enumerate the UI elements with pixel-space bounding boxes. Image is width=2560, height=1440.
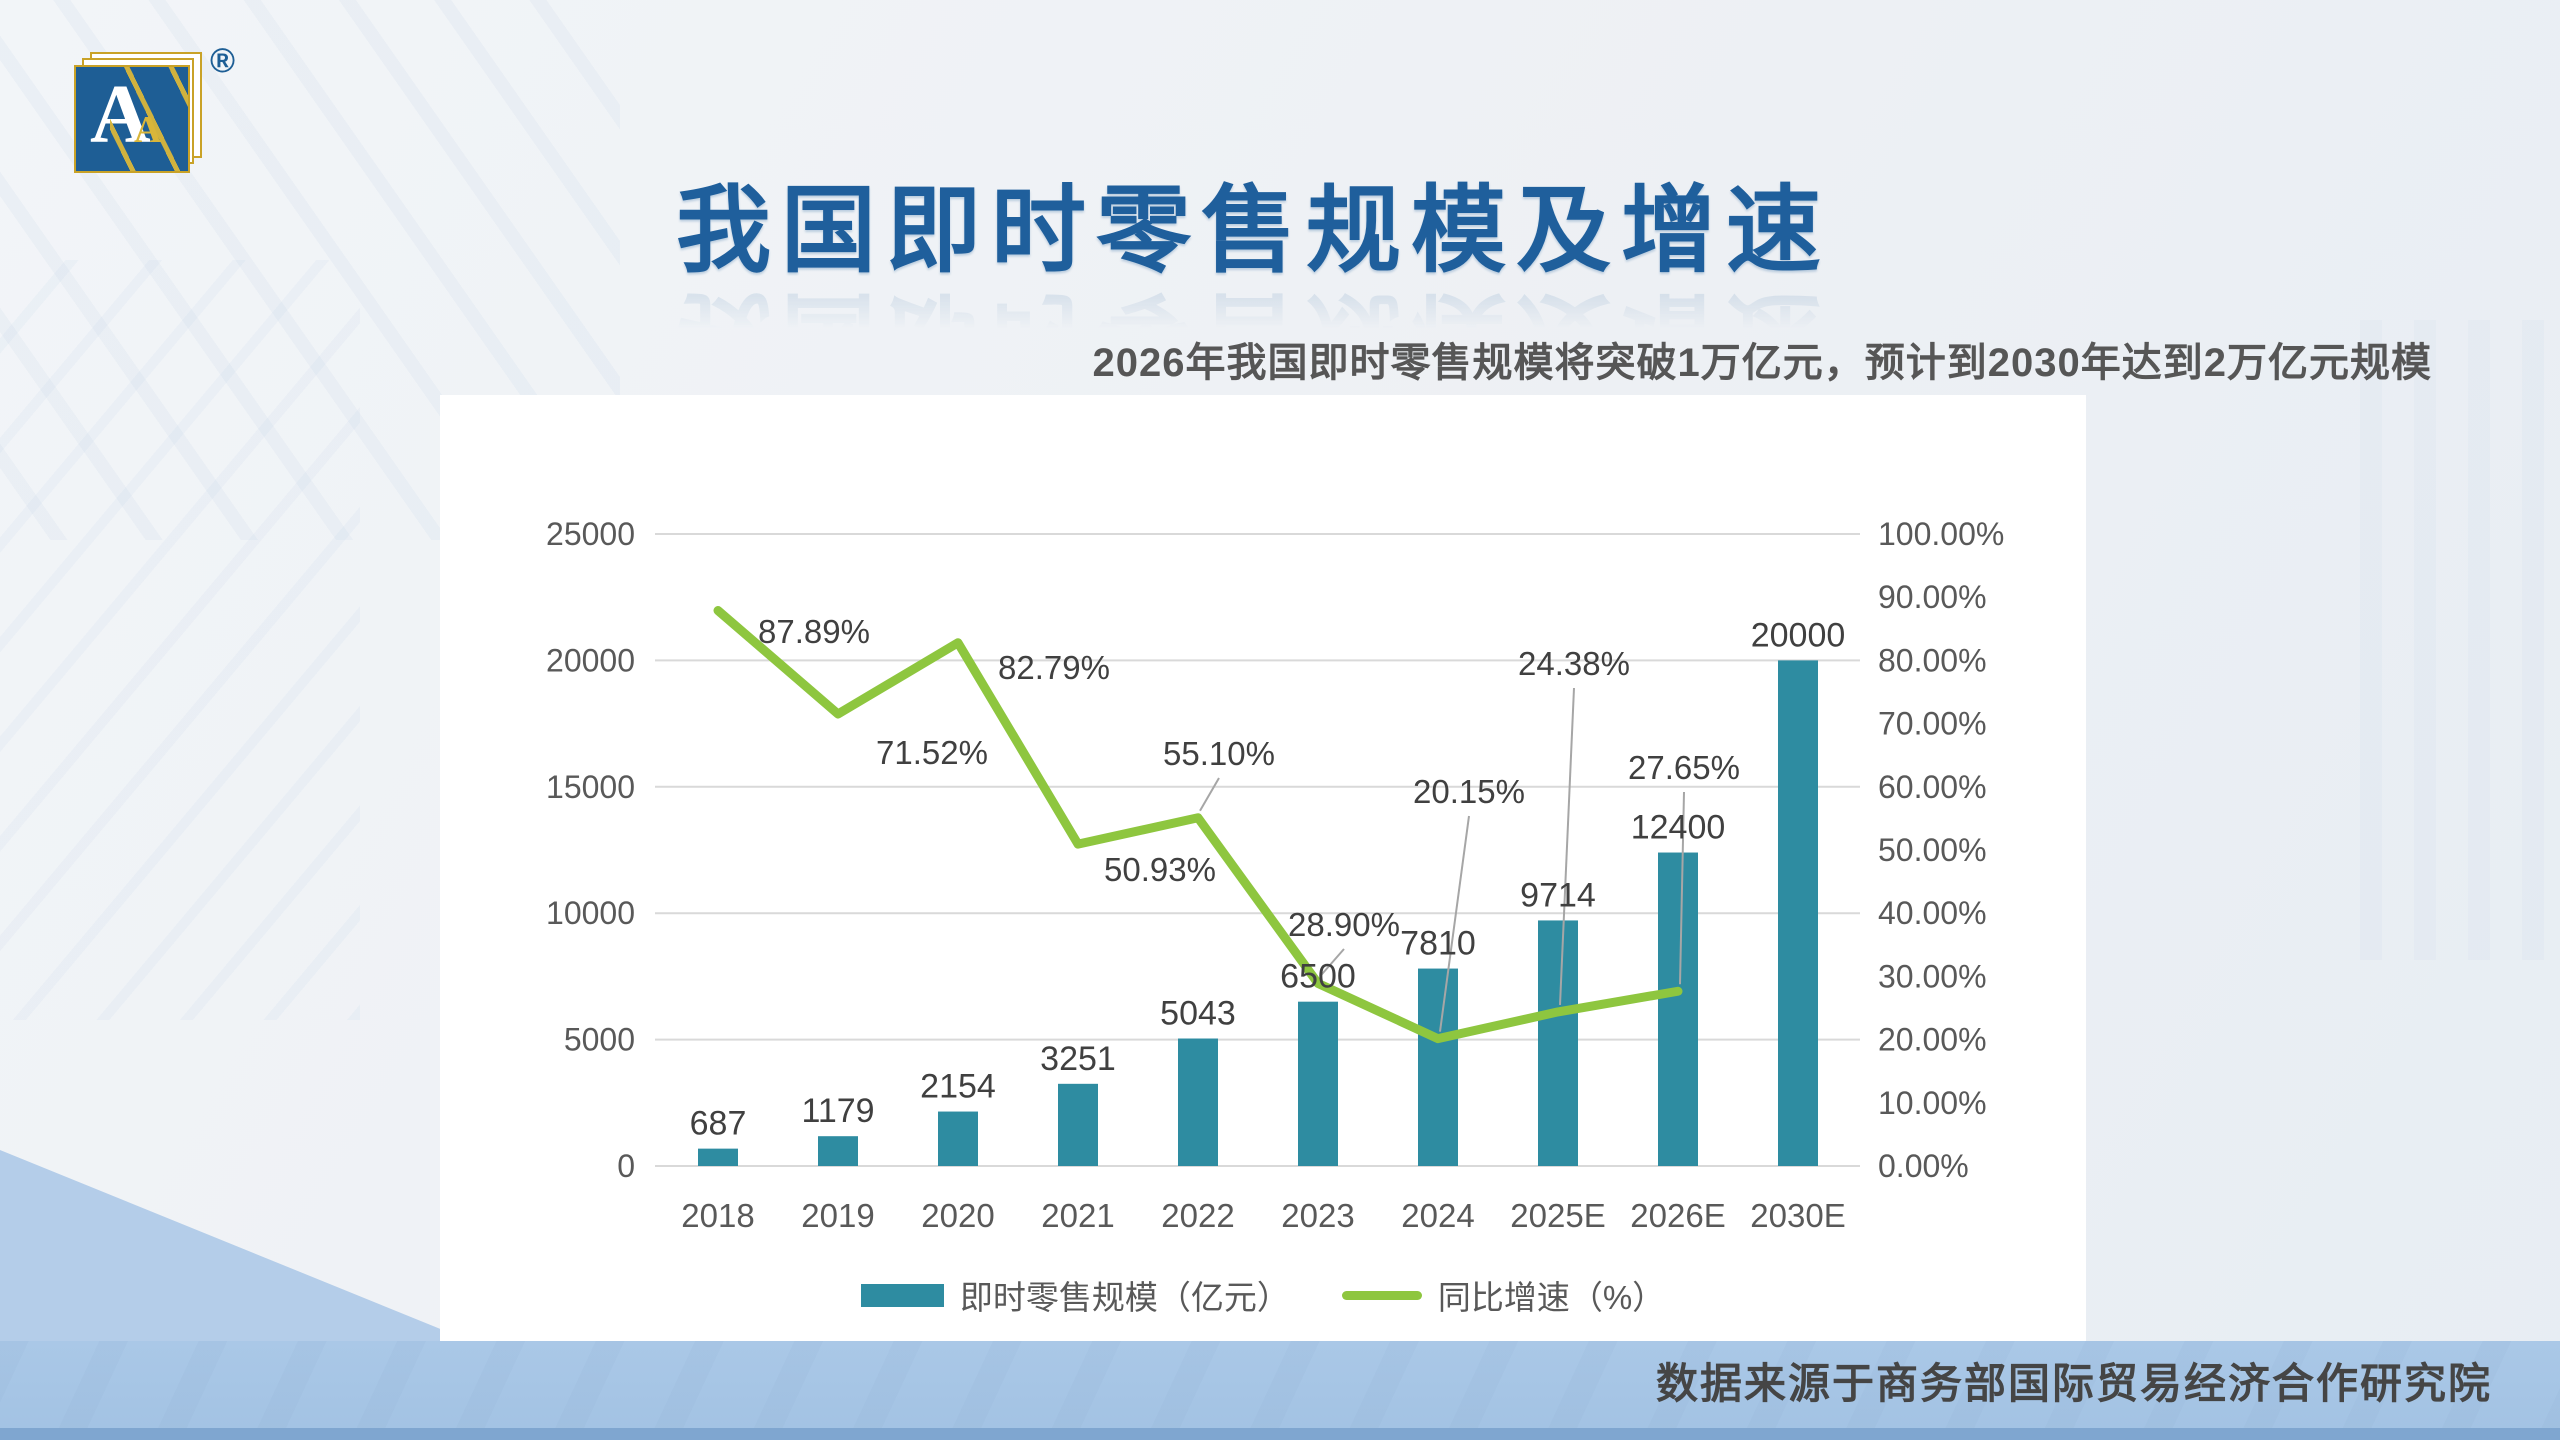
x-axis-label: 2018 — [681, 1197, 754, 1234]
bar-2026E — [1658, 852, 1698, 1166]
bar-2022 — [1178, 1038, 1218, 1166]
bar-data-label: 2154 — [920, 1068, 996, 1106]
label-leader-line — [1439, 815, 1470, 1032]
chart-panel: 0 5000 10000 15000 20000 25000 0.00% 10.00% 20.0… — [440, 395, 2086, 1341]
x-axis-label: 2020 — [921, 1197, 994, 1234]
right-axis-tick: 20.00% — [1878, 1022, 1987, 1058]
growth-data-label: 27.65% — [1628, 749, 1740, 786]
x-axis-label: 2022 — [1161, 1197, 1234, 1234]
legend-bar-swatch — [860, 1283, 944, 1307]
bar-data-label: 6500 — [1280, 958, 1356, 996]
background-blue-wedge — [0, 1150, 470, 1341]
x-axis-label: 2026E — [1630, 1197, 1725, 1234]
bar-2021 — [1058, 1083, 1098, 1166]
right-axis-tick: 30.00% — [1878, 958, 1987, 994]
bar-2020 — [938, 1111, 978, 1166]
bar-data-label: 1179 — [801, 1092, 874, 1130]
growth-data-label: 82.79% — [998, 649, 1110, 686]
left-axis-tick: 10000 — [546, 895, 635, 931]
growth-data-label: 71.52% — [876, 734, 988, 771]
logo-gold-stripes — [110, 67, 188, 171]
bottom-band-pattern — [0, 1341, 2560, 1440]
bar-2018 — [698, 1148, 738, 1166]
growth-data-label: 55.10% — [1163, 735, 1275, 772]
growth-data-label: 50.93% — [1104, 851, 1216, 888]
right-axis-tick: 40.00% — [1878, 895, 1987, 931]
background-building-decoration — [2360, 320, 2560, 960]
x-axis-label: 2019 — [801, 1197, 874, 1234]
growth-data-label: 87.89% — [758, 613, 870, 650]
label-leader-line — [1319, 948, 1345, 978]
x-axis-label: 2030E — [1750, 1197, 1845, 1234]
right-axis-tick: 90.00% — [1878, 579, 1987, 615]
left-axis-tick: 5000 — [564, 1022, 635, 1058]
combo-chart: 0 5000 10000 15000 20000 25000 0.00% 10.00% 20.0… — [546, 516, 2004, 1234]
left-axis-tick: 15000 — [546, 769, 635, 805]
bar-data-label: 687 — [690, 1105, 747, 1143]
left-axis-tick: 0 — [617, 1148, 635, 1184]
growth-data-label: 28.90% — [1288, 906, 1400, 943]
bar-2023 — [1298, 1001, 1338, 1166]
x-axis-label: 2024 — [1401, 1197, 1474, 1234]
left-axis-tick: 25000 — [546, 516, 635, 552]
page-title: 我国即时零售规模及增速 — [676, 178, 1832, 284]
bottom-band — [0, 1341, 2560, 1440]
bar-data-label: 5043 — [1160, 995, 1236, 1033]
legend-line-swatch — [1341, 1290, 1422, 1300]
bar-2019 — [818, 1136, 858, 1166]
right-axis-tick: 70.00% — [1878, 706, 1987, 742]
right-axis-tick: 0.00% — [1878, 1148, 1969, 1184]
registered-trademark-icon: ® — [210, 42, 236, 80]
legend-bar-label: 即时零售规模（亿元） — [959, 1279, 1290, 1316]
bar-data-label: 7810 — [1400, 925, 1476, 963]
background-beams-decoration-2 — [0, 260, 360, 1020]
bar-data-label: 12400 — [1631, 809, 1726, 847]
legend-line-label: 同比增速（%） — [1437, 1279, 1666, 1316]
growth-data-label: 24.38% — [1518, 645, 1630, 682]
logo-small-letter-a: A — [134, 109, 162, 151]
right-axis-tick: 80.00% — [1878, 642, 1987, 678]
label-leader-line — [1559, 687, 1575, 1005]
label-leader-line — [1679, 791, 1685, 985]
bottom-band-dark-strip — [0, 1428, 2560, 1440]
left-axis-tick: 20000 — [546, 642, 635, 678]
logo-square: A A — [74, 65, 190, 173]
bar-2024 — [1418, 968, 1458, 1166]
label-leader-line — [1199, 777, 1220, 812]
bar-2025E — [1538, 920, 1578, 1166]
right-axis-tick: 60.00% — [1878, 769, 1987, 805]
right-axis-tick: 10.00% — [1878, 1085, 1987, 1121]
right-axis-tick: 100.00% — [1878, 516, 2004, 552]
bar-data-label: 9714 — [1520, 876, 1596, 914]
right-axis-tick: 50.00% — [1878, 832, 1987, 868]
company-logo: A A ® — [74, 42, 264, 192]
bar-data-label: 20000 — [1751, 616, 1846, 654]
page-subtitle: 2026年我国即时零售规模将突破1万亿元，预计到2030年达到2万亿元规模 — [1092, 341, 2432, 385]
x-axis-label: 2021 — [1041, 1197, 1114, 1234]
data-source-note: 数据来源于商务部国际贸易经济合作研究院 — [1655, 1360, 2492, 1407]
growth-line — [713, 606, 1683, 1044]
chart-legend: 即时零售规模（亿元） 同比增速（%） — [440, 1271, 2086, 1319]
bar-2030E — [1778, 660, 1818, 1166]
x-axis-label: 2025E — [1510, 1197, 1605, 1234]
x-axis-label: 2023 — [1281, 1197, 1354, 1234]
growth-data-label: 20.15% — [1413, 773, 1525, 810]
bar-data-label: 3251 — [1040, 1040, 1116, 1078]
